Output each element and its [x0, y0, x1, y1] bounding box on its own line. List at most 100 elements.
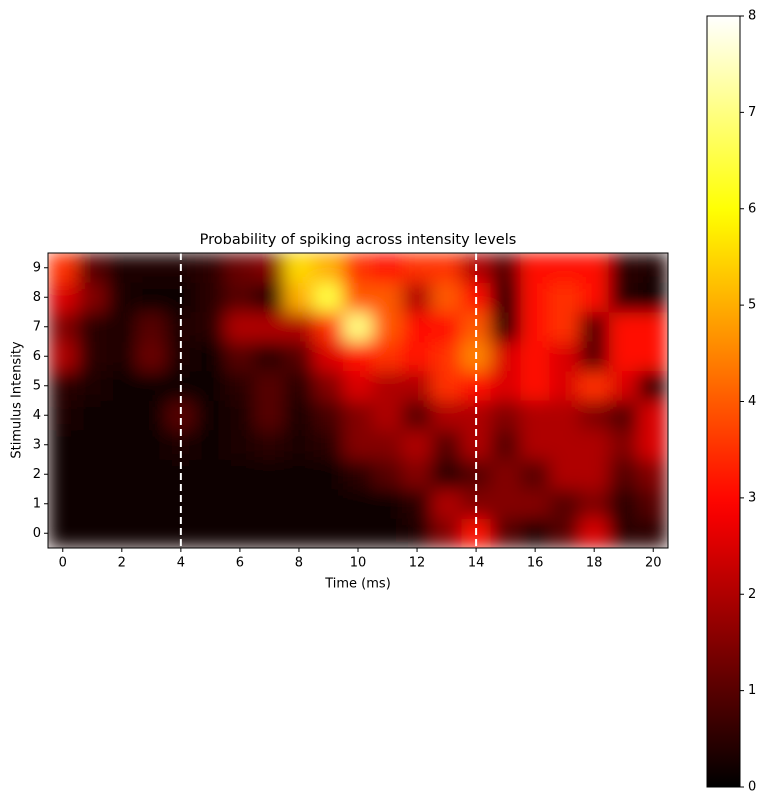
- heatmap-cell: [48, 518, 78, 548]
- heatmap-cell: [254, 370, 285, 401]
- heatmap-cell: [372, 253, 403, 283]
- heatmap-cell: [48, 429, 78, 460]
- heatmap-cell: [549, 370, 580, 401]
- x-tick-label: 20: [645, 556, 662, 571]
- x-tick-label: 18: [586, 556, 603, 571]
- colorbar-tick-label: 3: [748, 490, 756, 505]
- heatmap-cell: [77, 459, 108, 490]
- heatmap-cell: [224, 400, 255, 431]
- y-tick-label: 5: [33, 378, 41, 393]
- heatmap-cell: [313, 282, 344, 313]
- heatmap-cell: [461, 311, 492, 342]
- heatmap-cell: [313, 429, 344, 460]
- heatmap-cell: [136, 429, 167, 460]
- heatmap-cell: [136, 311, 167, 342]
- heatmap-cell: [313, 341, 344, 372]
- heatmap-cell: [224, 429, 255, 460]
- heatmap-cell: [313, 518, 344, 548]
- heatmap-cell: [283, 311, 315, 342]
- heatmap-cell: [431, 429, 462, 460]
- heatmap-cell: [165, 488, 196, 519]
- heatmap-cell: [195, 370, 226, 401]
- heatmap-cell: [490, 518, 521, 548]
- heatmap-cell: [579, 459, 610, 490]
- colorbar: [706, 15, 741, 788]
- x-tick-label: 10: [350, 556, 367, 571]
- heatmap-cell: [608, 400, 639, 431]
- heatmap-cell: [313, 253, 344, 283]
- heatmap-cell: [372, 341, 403, 372]
- x-tick-label: 12: [409, 556, 426, 571]
- heatmap-cell: [165, 400, 196, 431]
- heatmap-cell: [77, 488, 108, 519]
- heatmap-cell: [254, 429, 285, 460]
- y-tick-label: 1: [33, 496, 41, 511]
- heatmap-cell: [431, 518, 462, 548]
- heatmap-cell: [254, 253, 285, 283]
- heatmap-cell: [520, 253, 551, 283]
- x-tick-label: 6: [236, 556, 244, 571]
- heatmap-cell: [106, 518, 137, 548]
- heatmap-cell: [283, 253, 315, 283]
- heatmap-cell: [48, 253, 78, 283]
- heatmap-cell: [549, 518, 580, 548]
- heatmap-cell: [549, 311, 580, 342]
- heatmap-cell: [77, 370, 108, 401]
- heatmap-cell: [224, 341, 255, 372]
- y-tick-label: 9: [33, 260, 41, 275]
- heatmap-cell: [431, 253, 462, 283]
- heatmap-cell: [461, 400, 492, 431]
- heatmap-cell: [401, 370, 433, 401]
- heatmap-cell: [520, 488, 551, 519]
- heatmap-cell: [342, 341, 374, 372]
- x-tick-label: 4: [177, 556, 185, 571]
- heatmap-cell: [254, 341, 285, 372]
- heatmap-cell: [431, 459, 462, 490]
- heatmap-cell: [608, 311, 639, 342]
- heatmap-cell: [401, 282, 433, 313]
- heatmap-cell: [313, 311, 344, 342]
- heatmap-cell: [372, 459, 403, 490]
- heatmap-cell: [520, 370, 551, 401]
- heatmap-cell: [254, 488, 285, 519]
- heatmap-cell: [342, 400, 374, 431]
- heatmap-cell: [283, 400, 315, 431]
- heatmap-cell: [224, 459, 255, 490]
- heatmap-cell: [490, 311, 521, 342]
- heatmap-cell: [283, 341, 315, 372]
- heatmap-cell: [608, 459, 639, 490]
- heatmap-cell: [106, 341, 137, 372]
- heatmap-cell: [401, 341, 433, 372]
- heatmap-cell: [608, 253, 639, 283]
- heatmap-cell: [638, 282, 668, 313]
- heatmap-cell: [165, 311, 196, 342]
- heatmap-cell: [48, 370, 78, 401]
- heatmap-cell: [342, 370, 374, 401]
- heatmap-cell: [313, 370, 344, 401]
- colorbar-tick-label: 5: [748, 298, 756, 313]
- heatmap-cell: [579, 311, 610, 342]
- y-tick-label: 4: [33, 408, 41, 423]
- heatmap-cell: [195, 488, 226, 519]
- colorbar-tick-label: 2: [748, 587, 756, 602]
- heatmap-cell: [520, 311, 551, 342]
- heatmap-cell: [490, 282, 521, 313]
- heatmap-cell: [48, 282, 78, 313]
- heatmap-cell: [77, 341, 108, 372]
- heatmap-cell: [608, 429, 639, 460]
- heatmap-cell: [48, 341, 78, 372]
- x-tick-label: 8: [295, 556, 303, 571]
- heatmap-cell: [490, 341, 521, 372]
- chart-title: Probability of spiking across intensity …: [200, 232, 517, 248]
- heatmap-cell: [520, 459, 551, 490]
- heatmap-cell: [106, 370, 137, 401]
- heatmap-cell: [254, 459, 285, 490]
- heatmap-cell: [136, 400, 167, 431]
- heatmap-cell: [254, 311, 285, 342]
- heatmap-cell: [283, 429, 315, 460]
- heatmap-cell: [77, 282, 108, 313]
- heatmap-cell: [608, 488, 639, 519]
- heatmap-cell: [254, 400, 285, 431]
- colorbar-tick-label: 7: [748, 105, 756, 120]
